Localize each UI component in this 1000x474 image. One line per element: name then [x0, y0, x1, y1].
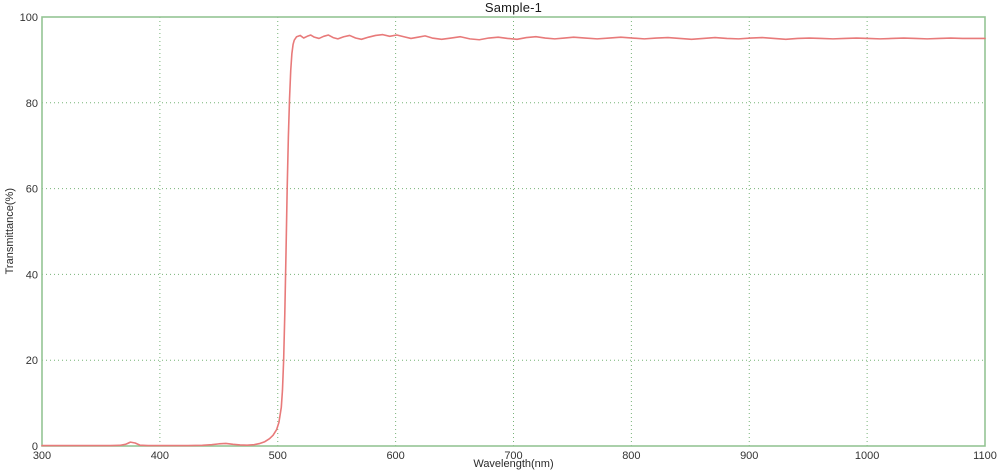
y-tick-label: 40	[26, 269, 38, 281]
x-tick-label: 800	[622, 450, 640, 462]
y-tick-label: 100	[20, 12, 38, 24]
x-tick-label: 900	[740, 450, 758, 462]
x-tick-label: 700	[504, 450, 522, 462]
x-axis-label: Wavelength(nm)	[473, 458, 554, 470]
y-tick-label: 80	[26, 98, 38, 110]
x-tick-label: 1100	[973, 450, 997, 462]
transmittance-curve	[41, 33, 986, 447]
x-tick-label: 300	[33, 450, 51, 462]
chart-title: Sample-1	[484, 0, 543, 15]
y-axis-label-wrap: Transmittance(%)	[2, 17, 18, 446]
plot-border	[41, 16, 986, 447]
y-axis-label: Transmittance(%)	[4, 188, 16, 275]
x-tick-label: 600	[386, 450, 404, 462]
x-tick-label: 1000	[855, 450, 879, 462]
x-tick-label: 500	[269, 450, 287, 462]
y-tick-label: 0	[32, 441, 38, 453]
y-tick-label: 20	[26, 355, 38, 367]
x-tick-label: 400	[151, 450, 169, 462]
y-tick-label: 60	[26, 184, 38, 196]
